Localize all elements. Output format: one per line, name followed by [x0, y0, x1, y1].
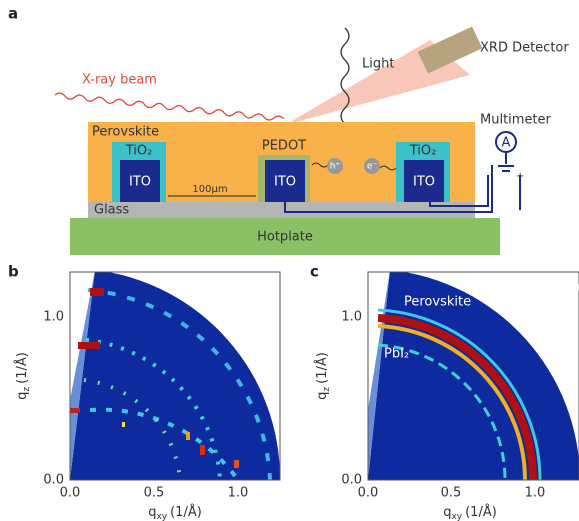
wave — [311, 162, 329, 168]
ito-label: ITO — [129, 175, 151, 190]
frame — [367, 271, 579, 481]
x-tick-label: 0.0 — [358, 486, 379, 501]
detector — [417, 26, 483, 74]
x-tick-label: 0.5 — [144, 486, 165, 501]
y-axis-label: qz(1/Å) — [14, 352, 32, 400]
x-tick-label: 0.0 — [60, 486, 81, 501]
detector-label: XRD Detector — [480, 41, 569, 56]
hotplate-label: Hotplate — [257, 230, 313, 245]
y-tick-label: 0.0 — [43, 473, 64, 488]
xrd-image — [70, 272, 280, 480]
electron-label: e⁻ — [367, 162, 378, 172]
glass-label: Glass — [94, 203, 129, 218]
plus-label: + — [516, 171, 524, 182]
pedot-label: PEDOT — [262, 139, 306, 154]
time-label: Time = 189min — [479, 280, 579, 295]
x-tick-label: 1.0 — [228, 486, 249, 501]
ito-label: ITO — [274, 175, 296, 190]
hole-label: h⁺ — [330, 162, 341, 172]
ito-block — [120, 160, 160, 202]
perovskite-label: Perovskite — [92, 125, 159, 140]
y-axis-label: qz(1/Å) — [314, 352, 332, 400]
panel-label: c — [310, 263, 319, 281]
y-tick-label: 1.0 — [43, 310, 64, 325]
ito-block — [265, 160, 305, 202]
xray-beam — [54, 92, 285, 121]
phase-label: PbI₂ — [384, 347, 409, 362]
panel-label: b — [8, 263, 19, 281]
y-tick-label: 0.0 — [341, 473, 362, 488]
multimeter-label: Multimeter — [480, 113, 552, 128]
hole — [327, 158, 343, 174]
panel-label: a — [8, 5, 18, 23]
beam-label: X-ray beam — [82, 73, 157, 88]
tio2-label: TiO₂ — [409, 144, 437, 159]
ito-label: ITO — [413, 175, 435, 190]
distance-label: 100μm — [192, 184, 227, 195]
frame — [69, 271, 281, 481]
wire — [284, 152, 521, 213]
phase-label: Perovskite — [404, 295, 471, 310]
ammeter-label: A — [502, 136, 511, 151]
x-axis-label: qxy (1/Å) — [148, 504, 202, 521]
ito-block — [404, 160, 444, 202]
x-axis-label: qxy (1/Å) — [443, 504, 497, 521]
tio2-label: TiO₂ — [125, 144, 153, 159]
electron — [364, 158, 380, 174]
xrd-image — [368, 272, 579, 480]
light-wave — [340, 27, 350, 142]
light-label: Light — [362, 57, 394, 72]
glass — [88, 202, 475, 218]
x-tick-label: 0.5 — [441, 486, 462, 501]
x-tick-label: 1.0 — [525, 486, 546, 501]
wave — [379, 165, 397, 171]
time-label: Time = 3min — [183, 280, 268, 295]
hotplate — [70, 218, 500, 255]
y-tick-label: 1.0 — [341, 310, 362, 325]
